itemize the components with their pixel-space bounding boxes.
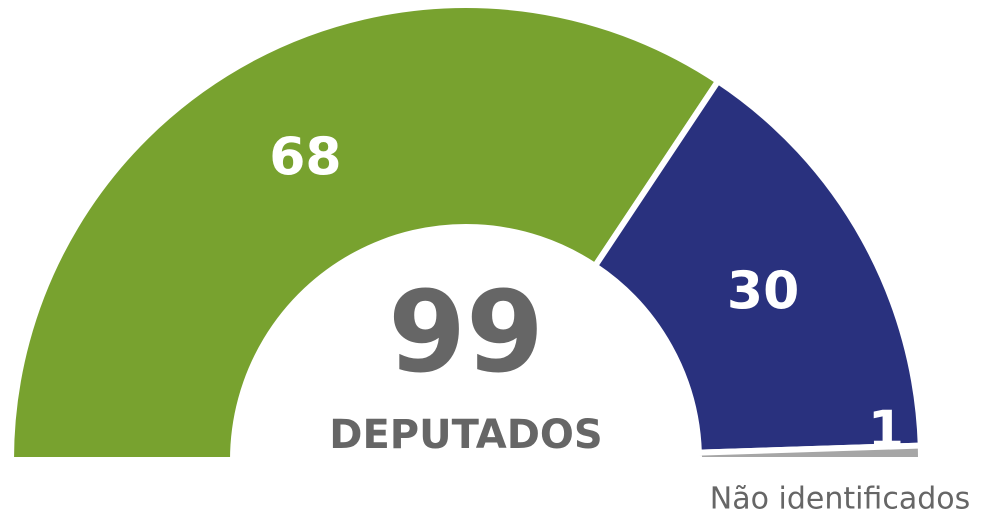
total: 99 bbox=[388, 268, 544, 398]
segment bbox=[590, 77, 924, 456]
total-label: DEPUTADOS bbox=[329, 412, 602, 458]
value-label: 1 bbox=[868, 400, 904, 460]
value-label: 68 bbox=[269, 127, 341, 187]
segment bbox=[695, 442, 925, 463]
value-label: 30 bbox=[727, 262, 799, 322]
category-label: Não identificados bbox=[710, 482, 970, 517]
segment bbox=[7, 2, 723, 463]
